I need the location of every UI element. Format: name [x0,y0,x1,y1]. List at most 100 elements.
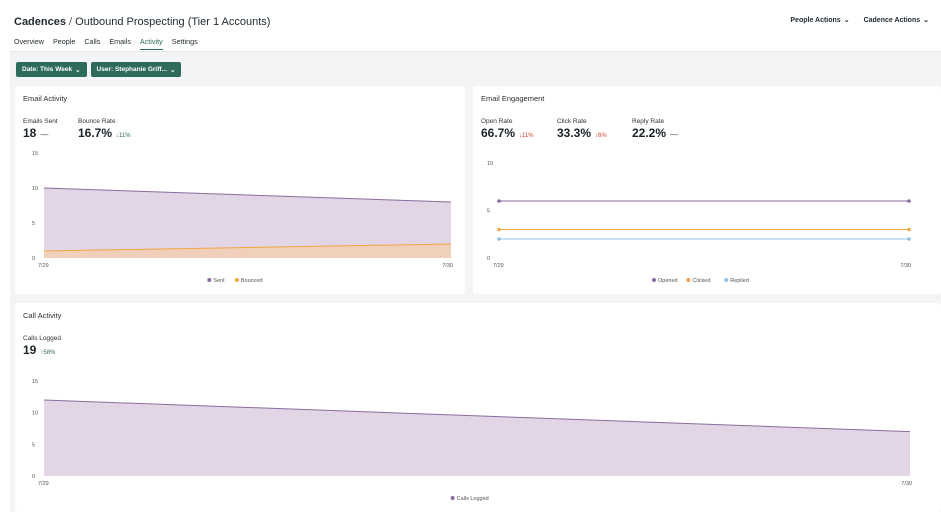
tab-people[interactable]: People [52,37,76,46]
metric-label: Emails Sent [23,118,58,125]
open-rate-metric: Open Rate 66.7% ↓11% [481,118,534,140]
x-tick-label: 7/30 [442,263,453,269]
metric-delta: ↓11% [116,133,131,139]
legend-marker [207,278,212,282]
metric-label: Open Rate [481,118,513,125]
data-point [497,237,501,241]
emails-sent-metric: Emails Sent 18— [23,118,58,140]
page-header: Cadences / Outbound Prospecting (Tier 1 … [10,10,941,52]
legend-label: Calls Logged [457,496,489,502]
call-activity-chart: 0 5 10 15 7/29 7/30 Calls Logged [32,379,912,502]
y-tick-label: 0 [487,256,490,262]
series-area-bounced [44,244,451,258]
email-engagement-chart: 0 5 10 7/29 7/30 Opened Clicked Replied [487,161,911,284]
tab-overview[interactable]: Overview [14,37,44,46]
bounce-rate-metric: Bounce Rate 16.7% ↓11% [78,118,131,140]
legend-label: Sent [213,278,225,284]
email-engagement-card: Email Engagement Open Rate 66.7% ↓11% Cli… [473,86,941,294]
calls-logged-metric: Calls Logged 19 ↑58% [23,335,61,357]
app-window: Cadences / Outbound Prospecting (Tier 1 … [10,10,941,512]
data-point [907,237,911,241]
series-area-calls-logged [44,400,910,476]
filter-bar: Date: This Week ⌄ User: Stephanie Griff..… [16,62,182,77]
reply-rate-metric: Reply Rate 22.2% — [632,118,678,140]
people-actions-button[interactable]: People Actions ⌄ [790,16,850,25]
chevron-down-icon: ⌄ [923,17,929,24]
cadence-name: Outbound Prospecting (Tier 1 Accounts) [75,16,271,28]
metric-label: Reply Rate [632,118,665,125]
series-line-calls-logged [43,399,911,433]
y-tick-label: 15 [32,151,38,157]
metric-value: 16.7% [78,126,113,140]
legend-marker [686,278,691,282]
email-activity-card: Email Activity Emails Sent 18— Bounce Ra… [15,86,465,294]
tab-calls[interactable]: Calls [84,37,101,46]
legend-label: Opened [658,278,678,284]
x-tick-label: 7/29 [493,263,504,269]
metric-delta: — [670,130,679,139]
series-line-bounced [43,243,452,252]
click-rate-metric: Click Rate 33.3% ↓6% [557,118,607,140]
header-actions: People Actions ⌄ Cadence Actions ⌄ [790,16,929,25]
data-point [497,199,501,203]
tab-settings[interactable]: Settings [171,37,198,46]
y-tick-label: 0 [32,474,35,480]
tab-activity[interactable]: Activity [139,37,163,50]
metric-label: Bounce Rate [78,118,116,125]
y-tick-label: 5 [32,221,35,227]
metric-value: 18 [23,126,37,140]
breadcrumb-separator: / [69,16,73,28]
chevron-down-icon: ⌄ [169,66,176,74]
x-tick-label: 7/29 [38,263,49,269]
metric-label: Click Rate [557,118,587,125]
data-point [907,227,911,232]
tab-emails[interactable]: Emails [109,37,131,46]
x-tick-label: 7/30 [901,481,912,487]
metric-delta: — [40,130,49,139]
date-filter-label: Date: This Week [22,66,73,73]
y-tick-label: 15 [32,379,38,385]
call-activity-title: Call Activity [23,311,62,320]
metric-delta: ↓6% [595,133,607,139]
x-tick-label: 7/29 [38,481,49,487]
legend-label: Clicked [692,278,710,284]
cadence-actions-button[interactable]: Cadence Actions ⌄ [863,16,929,25]
legend-label: Bounced [241,278,263,284]
legend-marker [234,278,239,282]
data-point [497,227,501,232]
legend-marker [450,496,455,500]
data-point [907,199,911,203]
y-tick-label: 0 [32,256,35,262]
legend-label: Replied [730,278,749,284]
y-tick-label: 10 [32,186,38,192]
user-filter-button[interactable]: User: Stephanie Griff... ⌄ [90,62,182,77]
metric-label: Calls Logged [23,335,61,342]
tab-bar: Overview People Calls Emails Activity Se… [14,37,198,50]
email-activity-chart: 0 5 10 15 7/29 7/30 Sent Bounced [32,151,453,284]
series-line-sent [43,187,452,203]
metric-value: 66.7% [481,126,516,140]
people-actions-label: People Actions [790,16,841,24]
metric-delta: ↓11% [519,133,534,139]
metric-value: 33.3% [557,126,592,140]
user-filter-label: User: Stephanie Griff... [96,66,167,73]
email-activity-title: Email Activity [23,94,68,103]
email-engagement-title: Email Engagement [481,94,545,103]
legend-marker [724,278,729,282]
breadcrumb-cadences[interactable]: Cadences [14,16,66,28]
call-activity-card: Call Activity Calls Logged 19 ↑58% 0 5 10 15… [15,303,941,512]
date-filter-button[interactable]: Date: This Week ⌄ [16,62,87,77]
y-tick-label: 5 [32,442,35,448]
cadence-actions-label: Cadence Actions [863,16,921,24]
chevron-down-icon: ⌄ [843,17,850,24]
page-title: Cadences / Outbound Prospecting (Tier 1 … [14,16,270,28]
y-tick-label: 5 [487,209,490,215]
chevron-down-icon: ⌄ [75,66,81,74]
series-area-sent [44,188,451,258]
x-tick-label: 7/30 [900,263,911,269]
metric-value: 22.2% [632,126,667,140]
metric-value: 19 [23,343,37,357]
metric-delta: ↑58% [40,350,56,356]
y-tick-label: 10 [32,411,38,417]
legend-marker [652,278,656,282]
